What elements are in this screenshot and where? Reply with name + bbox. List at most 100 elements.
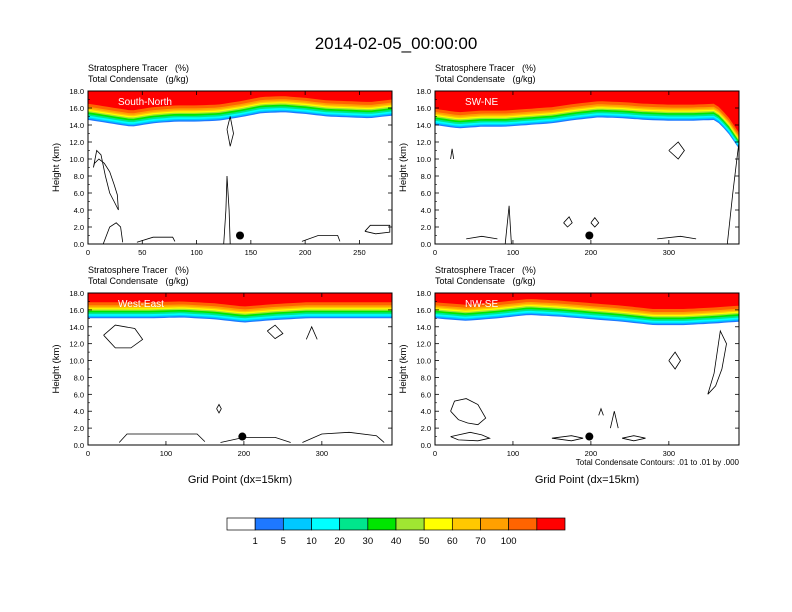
panel-label: West-East — [118, 299, 164, 310]
x-tick-label: 200 — [238, 449, 251, 458]
y-tick-label: 14.0 — [416, 323, 431, 332]
x-axis-label: Grid Point (dx=15km) — [188, 474, 292, 486]
y-tick-label: 18.0 — [416, 289, 431, 298]
tracer-band-11 — [435, 293, 739, 309]
x-tick-label: 0 — [86, 248, 90, 257]
y-tick-label: 10.0 — [69, 155, 84, 164]
condensate-contour — [726, 141, 739, 244]
y-tick-label: 0.0 — [74, 240, 84, 249]
x-tick-label: 200 — [585, 248, 598, 257]
x-tick-label: 100 — [507, 248, 520, 257]
condensate-contour — [450, 398, 487, 426]
panel-label: South-North — [118, 97, 172, 108]
x-axis-label: Grid Point (dx=15km) — [535, 474, 639, 486]
location-marker — [585, 231, 594, 240]
y-tick-label: 12.0 — [69, 138, 84, 147]
y-tick-label: 8.0 — [74, 172, 84, 181]
x-tick-label: 150 — [245, 248, 258, 257]
x-tick-label: 50 — [138, 248, 146, 257]
x-tick-label: 300 — [663, 449, 676, 458]
condensate-contour — [563, 216, 573, 228]
colorbar-swatch — [311, 517, 341, 531]
x-tick-label: 0 — [86, 449, 90, 458]
condensate-contour — [267, 324, 284, 340]
subtitle-tracer: Stratosphere Tracer (%) — [435, 265, 536, 275]
y-tick-label: 4.0 — [74, 407, 84, 416]
colorbar: 1 5 10 20 30 40 50 60 70 100 — [226, 517, 566, 547]
plot-area — [88, 293, 392, 443]
subtitle-tracer: Stratosphere Tracer (%) — [88, 265, 189, 275]
x-tick-label: 200 — [585, 449, 598, 458]
condensate-contour — [301, 235, 341, 242]
colorbar-label: 100 — [501, 536, 517, 547]
condensate-contour — [450, 431, 491, 442]
y-tick-label: 12.0 — [69, 340, 84, 349]
colorbar-swatch — [254, 517, 284, 531]
condensate-contour — [590, 217, 600, 228]
x-tick-label: 200 — [299, 248, 312, 257]
tracer-band-11 — [435, 91, 739, 133]
y-axis-label: Height (km) — [398, 344, 409, 393]
colorbar-label: 60 — [447, 536, 458, 547]
y-tick-label: 14.0 — [416, 121, 431, 130]
condensate-contour — [551, 435, 584, 442]
colorbar-swatch — [480, 517, 510, 531]
y-tick-label: 10.0 — [69, 357, 84, 366]
y-tick-label: 18.0 — [416, 87, 431, 96]
condensate-contour — [118, 433, 206, 443]
tracer-band-11 — [88, 91, 392, 111]
colorbar-label: 20 — [334, 536, 345, 547]
condensate-contour — [610, 411, 619, 429]
y-tick-label: 8.0 — [74, 373, 84, 382]
location-marker — [238, 432, 247, 441]
y-tick-label: 8.0 — [421, 373, 431, 382]
subtitle-condensate: Total Condensate (g/kg) — [435, 74, 536, 84]
subtitle-condensate: Total Condensate (g/kg) — [88, 276, 189, 286]
x-tick-label: 300 — [316, 449, 329, 458]
condensate-contour — [93, 149, 119, 211]
subtitle-tracer: Stratosphere Tracer (%) — [435, 63, 536, 73]
condensate-contour — [216, 403, 222, 414]
y-tick-label: 0.0 — [74, 441, 84, 450]
condensate-contour — [504, 205, 512, 244]
colorbar-label: 70 — [475, 536, 486, 547]
condensate-contour — [466, 235, 498, 240]
colorbar-swatch — [536, 517, 566, 531]
condensate-contour — [305, 325, 318, 340]
y-tick-label: 0.0 — [421, 240, 431, 249]
colorbar-swatch — [395, 517, 425, 531]
colorbar-swatch — [423, 517, 453, 531]
y-tick-label: 0.0 — [421, 441, 431, 450]
y-tick-label: 16.0 — [69, 104, 84, 113]
subtitle-condensate: Total Condensate (g/kg) — [88, 74, 189, 84]
colorbar-label: 30 — [363, 536, 374, 547]
plot-area — [435, 293, 739, 442]
panel-south-north: South-North Stratosphere Tracer (%)Total … — [51, 63, 393, 257]
condensate-contour — [668, 141, 685, 160]
contour-footnote: Total Condensate Contours: .01 to .01 by… — [576, 458, 740, 467]
y-tick-label: 14.0 — [69, 121, 84, 130]
y-axis-label: Height (km) — [51, 143, 62, 192]
location-marker — [236, 231, 244, 240]
colorbar-label: 1 — [253, 536, 258, 547]
colorbar-label: 50 — [419, 536, 430, 547]
y-tick-label: 18.0 — [69, 289, 84, 298]
y-tick-label: 18.0 — [69, 87, 84, 96]
x-tick-label: 250 — [353, 248, 366, 257]
plot-area — [88, 91, 392, 244]
colorbar-label: 5 — [281, 536, 286, 547]
x-tick-label: 0 — [433, 248, 437, 257]
panel-sw-ne: SW-NE Stratosphere Tracer (%)Total Conden… — [398, 63, 740, 257]
colorbar-swatch — [339, 517, 369, 531]
colorbar-swatch — [367, 517, 397, 531]
y-tick-label: 16.0 — [69, 306, 84, 315]
y-tick-label: 12.0 — [416, 340, 431, 349]
plot-area — [435, 91, 739, 244]
subtitle-tracer: Stratosphere Tracer (%) — [88, 63, 189, 73]
y-tick-label: 4.0 — [421, 206, 431, 215]
y-tick-label: 8.0 — [421, 172, 431, 181]
y-tick-label: 6.0 — [421, 189, 431, 198]
